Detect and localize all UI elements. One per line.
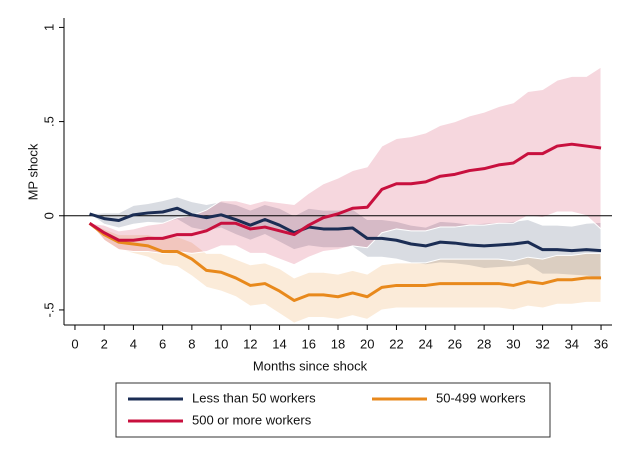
legend-label: 50-499 workers [436,390,526,405]
x-tick-label: 8 [188,336,195,351]
series-line [88,222,602,303]
x-tick-label: 6 [159,336,166,351]
x-tick-label: 34 [565,336,579,351]
x-tick-label: 30 [506,336,520,351]
x-tick-label: 22 [389,336,403,351]
x-tick-label: 10 [214,336,228,351]
x-tick-label: 16 [302,336,316,351]
x-tick-label: 12 [243,336,257,351]
series-line [88,142,602,242]
x-tick-label: 4 [130,336,137,351]
x-tick-label: 24 [418,336,432,351]
x-tick-label: 2 [101,336,108,351]
x-tick-label: 20 [360,336,374,351]
legend-box [115,382,551,438]
x-tick-label: 28 [477,336,491,351]
x-axis-label: Months since shock [253,358,368,373]
x-tick-label: 14 [272,336,286,351]
y-axis-label: MP shock [25,143,40,200]
x-tick-label: 26 [448,336,462,351]
x-tick-label: 18 [331,336,345,351]
x-tick-label: 0 [71,336,78,351]
series-line [89,206,602,253]
x-tick-label: 36 [594,336,608,351]
confidence-band [88,196,602,280]
x-tick-label: 32 [535,336,549,351]
y-tick-label: .5 [41,116,56,127]
legend-label: 500 or more workers [192,412,312,427]
y-tick-label: 1 [41,24,56,31]
y-tick-label: -.5 [41,302,56,317]
y-tick-label: 0 [41,212,56,219]
legend-label: Less than 50 workers [192,390,316,405]
